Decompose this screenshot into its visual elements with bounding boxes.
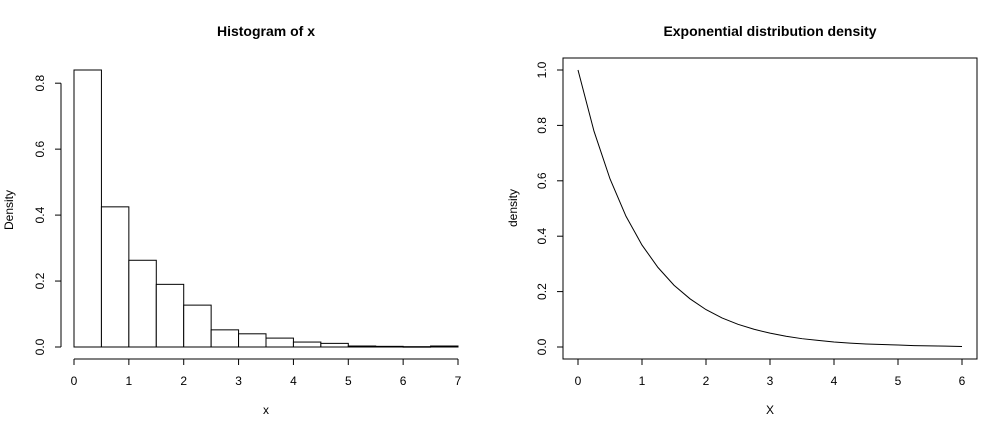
- density-y-tick-label: 0.6: [535, 172, 549, 189]
- histogram-y-tick-label: 0.8: [33, 75, 47, 92]
- histogram-bar: [292, 341, 322, 348]
- histogram-bar: [100, 206, 130, 348]
- histogram-bar: [265, 337, 294, 348]
- histogram-x-axis-label: x: [263, 403, 269, 417]
- histogram-bar: [73, 69, 102, 348]
- histogram-bar: [210, 329, 240, 348]
- histogram-y-tick-label: 0.2: [33, 272, 47, 289]
- histogram-title: Histogram of x: [217, 23, 315, 39]
- histogram-x-tick-label: 3: [235, 374, 242, 388]
- histogram-x-tick-label: 1: [126, 374, 133, 388]
- density-y-tick-label: 0.8: [535, 117, 549, 134]
- histogram-bar: [128, 259, 157, 348]
- density-x-tick-label: 0: [575, 374, 582, 388]
- histogram-bar: [320, 342, 349, 348]
- density-panel: Exponential distribution density X densi…: [506, 23, 978, 417]
- histogram-y-axis: 0.0 0.2 0.4 0.6 0.8: [33, 75, 62, 355]
- density-x-tick-label: 5: [895, 374, 902, 388]
- density-x-axis: 0 1 2 3 4 5 6: [575, 359, 966, 388]
- histogram-y-tick-label: 0.0: [33, 338, 47, 355]
- histogram-bars: [73, 69, 459, 348]
- histogram-x-axis: 0 1 2 3 4 5 6 7: [71, 358, 462, 388]
- histogram-bar: [375, 345, 404, 348]
- histogram-y-tick-label: 0.6: [33, 140, 47, 157]
- histogram-y-tick-label: 0.4: [33, 206, 47, 223]
- density-plot-frame: [562, 57, 978, 360]
- histogram-bar: [402, 346, 432, 348]
- density-x-tick-label: 2: [703, 374, 710, 388]
- histogram-x-tick-label: 0: [71, 374, 78, 388]
- density-title: Exponential distribution density: [663, 23, 876, 39]
- histogram-x-tick-label: 2: [180, 374, 187, 388]
- density-x-tick-label: 1: [639, 374, 646, 388]
- histogram-bar: [238, 333, 267, 348]
- histogram-bar: [155, 283, 185, 348]
- histogram-bar: [430, 345, 459, 348]
- density-y-tick-label: 0.0: [535, 338, 549, 355]
- density-y-tick-label: 0.4: [535, 228, 549, 245]
- density-curve: [577, 69, 963, 347]
- density-y-tick-label: 0.2: [535, 283, 549, 300]
- histogram-x-tick-label: 6: [400, 374, 407, 388]
- density-x-tick-label: 6: [959, 374, 966, 388]
- histogram-x-tick-label: 4: [290, 374, 297, 388]
- density-x-axis-label: X: [766, 403, 774, 417]
- density-x-tick-label: 3: [767, 374, 774, 388]
- density-x-tick-label: 4: [831, 374, 838, 388]
- histogram-bar: [347, 345, 377, 348]
- histogram-bar: [183, 304, 212, 348]
- histogram-x-tick-label: 7: [455, 374, 462, 388]
- histogram-x-tick-label: 5: [345, 374, 352, 388]
- density-y-axis: 0.0 0.2 0.4 0.6 0.8 1.0: [535, 61, 563, 355]
- histogram-panel: Histogram of x x Density 0 1 2 3 4 5 6 7 0.0 0.2…: [2, 23, 462, 417]
- histogram-y-axis-label: Density: [2, 190, 16, 230]
- density-y-tick-label: 1.0: [535, 61, 549, 78]
- density-y-axis-label: density: [506, 189, 520, 227]
